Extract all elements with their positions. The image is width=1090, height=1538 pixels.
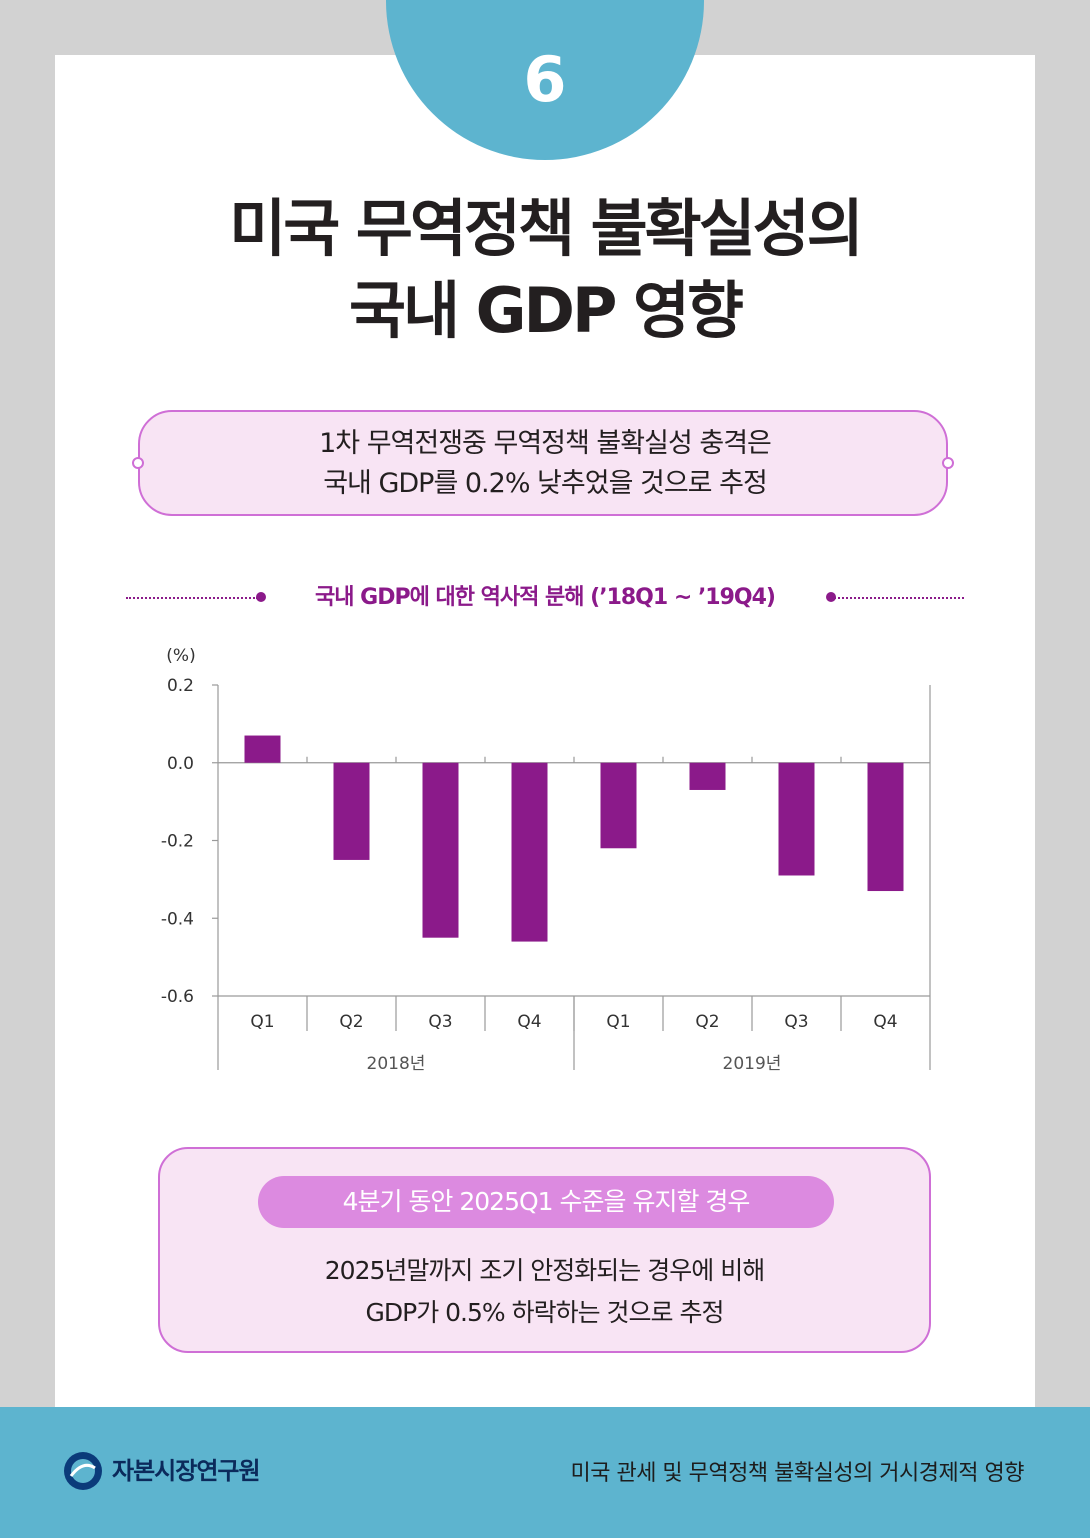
x-tick-label: Q1 — [606, 1012, 630, 1032]
y-axis-unit-label: (%) — [166, 646, 195, 666]
summary-box — [132, 410, 954, 516]
bar — [867, 762, 904, 892]
summary-line2: 국내 GDP를 0.2% 낮추었을 것으로 추정 — [323, 468, 768, 499]
page-title-line1: 미국 무역정책 불확실성의 — [229, 192, 864, 265]
section-number: 6 — [523, 43, 567, 116]
scenario-line1: 2025년말까지 조기 안정화되는 경우에 비해 — [324, 1256, 765, 1285]
bar — [778, 762, 815, 876]
footer-bar — [0, 1407, 1090, 1538]
org-name: 자본시장연구원 — [112, 1457, 261, 1485]
x-tick-label: Q4 — [873, 1012, 897, 1032]
x-tick-label: Q1 — [250, 1012, 274, 1032]
bar — [422, 762, 459, 938]
x-tick-label: Q4 — [517, 1012, 541, 1032]
y-tick-label: -0.4 — [161, 909, 194, 929]
x-tick-label: Q2 — [695, 1012, 719, 1032]
chart-title-right-bullet — [826, 592, 836, 602]
scenario-line2: GDP가 0.5% 하락하는 것으로 추정 — [365, 1298, 725, 1327]
x-group-label: 2019년 — [723, 1054, 782, 1074]
kcmi-logo-icon — [64, 1452, 102, 1490]
y-tick-label: 0.0 — [167, 754, 194, 774]
x-tick-label: Q2 — [339, 1012, 363, 1032]
x-tick-label: Q3 — [784, 1012, 808, 1032]
x-tick-label: Q3 — [428, 1012, 452, 1032]
bar — [511, 762, 548, 942]
chart-title-left-bullet — [256, 592, 266, 602]
bar — [600, 762, 637, 849]
y-tick-label: -0.6 — [161, 987, 194, 1007]
gdp-decomposition-chart: (%) 0.2 0.0 -0.2 -0.4 -0.6 Q1 Q2 Q3 Q4 Q1 Q2 Q3 Q4 201… — [161, 646, 931, 1074]
page-title-line2: 국내 GDP 영향 — [348, 274, 744, 347]
summary-box-right-dot — [942, 457, 954, 469]
summary-text: 1차 무역전쟁중 무역정책 불확실성 충격은 국내 GDP를 0.2% 낮추었을… — [0, 424, 1090, 504]
page-title: 미국 무역정책 불확실성의 국내 GDP 영향 — [0, 188, 1090, 352]
bar — [333, 762, 370, 860]
bar — [689, 762, 726, 790]
chart-title-left-rule — [126, 597, 258, 599]
report-title: 미국 관세 및 무역정책 불확실성의 거시경제적 영향 — [570, 1461, 1024, 1486]
chart-title-right-rule — [834, 597, 964, 599]
y-tick-label: -0.2 — [161, 832, 194, 852]
scenario-pill-label: 4분기 동안 2025Q1 수준을 유지할 경우 — [342, 1187, 751, 1216]
chart-title-row: 국내 GDP에 대한 역사적 분해 (’18Q1 ~ ’19Q4) — [0, 578, 1090, 618]
scenario-text: 2025년말까지 조기 안정화되는 경우에 비해 GDP가 0.5% 하락하는 … — [158, 1250, 931, 1334]
bar — [244, 735, 281, 763]
x-group-label: 2018년 — [367, 1054, 426, 1074]
chart-title: 국내 GDP에 대한 역사적 분해 (’18Q1 ~ ’19Q4) — [315, 585, 776, 610]
summary-box-left-dot — [132, 457, 144, 469]
scenario-pill — [258, 1176, 834, 1228]
summary-line1: 1차 무역전쟁중 무역정책 불확실성 충격은 — [319, 428, 772, 459]
y-tick-label: 0.2 — [167, 676, 194, 696]
